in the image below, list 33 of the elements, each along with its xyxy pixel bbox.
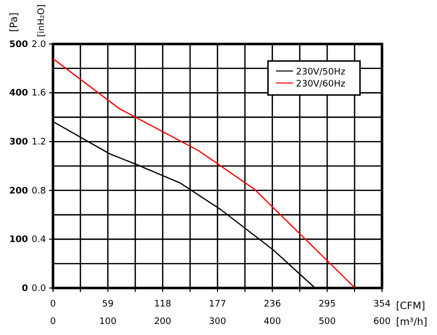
y2-tick-label: 1.2 (32, 137, 46, 148)
x-tick-label: 0 (50, 300, 56, 310)
y-tick-label: 400 (9, 88, 28, 99)
x-tick-label: 295 (318, 300, 336, 310)
y2-axis-title: [inH₂O] (37, 4, 47, 37)
legend-label: 230V/60Hz (296, 80, 346, 90)
x2-tick-label: 100 (99, 316, 117, 327)
x-tick-label: 354 (373, 300, 391, 310)
x2-tick-label: 600 (373, 316, 391, 327)
y-tick-label: 0 (22, 284, 28, 294)
x2-axis-title: [m³/h] (396, 317, 428, 328)
x2-tick-label: 400 (264, 316, 282, 327)
y-tick-label: 300 (9, 137, 28, 148)
y2-tick-label: 2.0 (32, 40, 46, 50)
y-axis-title: [Pa] (9, 12, 20, 32)
y-tick-label: 500 (9, 40, 28, 50)
x-tick-label: 236 (264, 300, 282, 310)
y2-tick-label: 0.0 (32, 284, 46, 294)
y-tick-label: 100 (9, 235, 28, 246)
legend-label: 230V/50Hz (296, 68, 346, 78)
y-tick-label: 200 (9, 186, 28, 196)
y2-tick-label: 0.8 (32, 186, 46, 196)
y2-tick-label: 0.4 (32, 235, 46, 246)
x-tick-label: 177 (208, 300, 226, 310)
x-axis-title: [CFM] (396, 301, 426, 312)
y2-tick-label: 1.6 (32, 88, 46, 99)
x-tick-label: 59 (102, 300, 114, 310)
x2-tick-label: 200 (154, 316, 172, 327)
x2-tick-label: 300 (208, 316, 226, 327)
line-series (52, 58, 356, 289)
x-tick-label: 118 (154, 300, 172, 310)
x2-tick-label: 500 (318, 316, 336, 327)
x2-tick-label: 0 (50, 316, 56, 327)
